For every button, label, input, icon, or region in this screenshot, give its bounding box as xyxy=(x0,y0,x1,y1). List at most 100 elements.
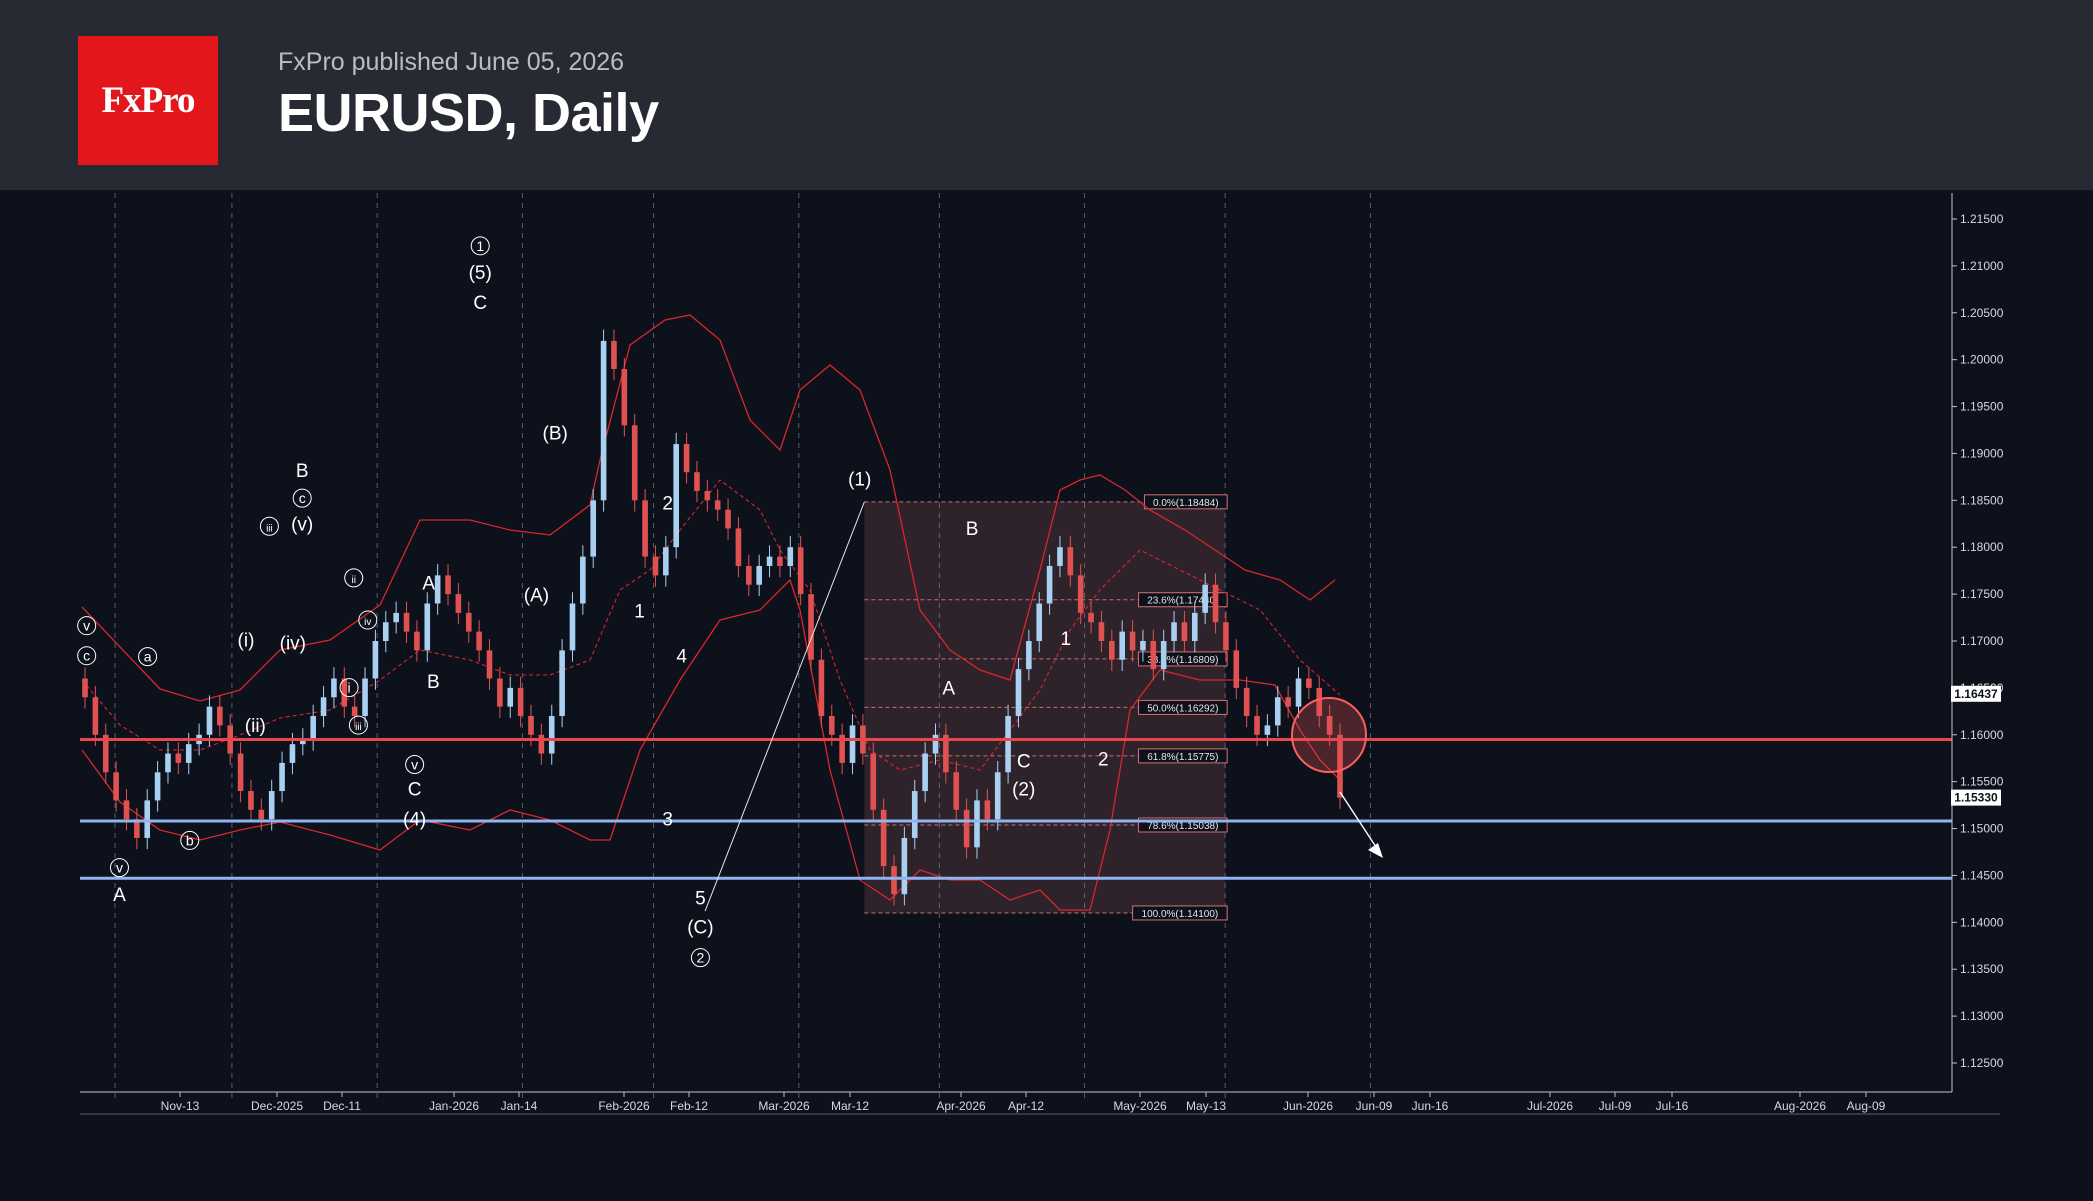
y-axis-background xyxy=(1953,193,2000,1102)
x-tick-label: Aug-2026 xyxy=(1774,1099,1826,1113)
wave-label-circle xyxy=(470,236,490,256)
candle-bear xyxy=(725,509,731,529)
wave-label-circle xyxy=(180,830,200,850)
candle-bear xyxy=(455,594,462,613)
x-tick-label: Jul-2026 xyxy=(1527,1099,1573,1113)
wave-label-circle xyxy=(77,646,97,666)
candle-bull xyxy=(994,772,1001,820)
candle-bull xyxy=(1202,584,1208,613)
candle-bull xyxy=(901,837,908,895)
candle-bull xyxy=(507,687,514,707)
candle-bear xyxy=(683,444,690,473)
x-tick-label: Jul-16 xyxy=(1656,1099,1689,1113)
candle-bull xyxy=(1057,547,1063,566)
candle-bear xyxy=(1243,687,1250,717)
candle-bear xyxy=(237,753,244,792)
candle-bull xyxy=(974,800,980,848)
wave-label-circle xyxy=(344,568,364,588)
candle-bear xyxy=(538,734,545,754)
candle-bear xyxy=(652,556,659,576)
fibonacci-level-label: 23.6%(1.17440) xyxy=(1147,596,1218,607)
x-tick-label: Jun-2026 xyxy=(1283,1099,1333,1113)
candle-bull xyxy=(434,575,441,604)
wave-label: (v) xyxy=(291,514,313,535)
y-axis-ticks: 1.21500 1.21000 1.20500 1.20000 1.19500 1.190… xyxy=(1952,212,2004,1070)
candle-bear xyxy=(1109,641,1115,660)
x-tick-label: Feb-12 xyxy=(670,1099,708,1113)
x-tick-label: Aug-09 xyxy=(1847,1099,1886,1113)
wave-label-circle xyxy=(77,616,97,636)
candle-bull xyxy=(932,734,939,754)
candle-bear xyxy=(414,631,420,651)
x-tick-label: Dec-2025 xyxy=(251,1099,303,1113)
wave-label: A xyxy=(422,573,435,594)
fibonacci-level-label: 38.2%(1.16809) xyxy=(1147,655,1218,666)
candle-bear xyxy=(818,659,825,717)
y-tick-label: 1.15000 xyxy=(1960,822,2004,836)
wave-label: (4) xyxy=(403,810,426,831)
candle-bear xyxy=(1181,622,1188,641)
price-tag-label: 1.16437 xyxy=(1954,687,1998,701)
wave-label-circle xyxy=(138,647,158,667)
candle-bull xyxy=(756,565,762,585)
candle-bull xyxy=(787,547,794,566)
candle-bear xyxy=(465,612,472,632)
candle-bull xyxy=(300,739,306,745)
candle-bull xyxy=(766,556,773,566)
candle-bear xyxy=(403,612,410,632)
candle-bull xyxy=(320,697,327,717)
candle-bull xyxy=(1015,669,1022,717)
candle-bull xyxy=(548,716,555,754)
candle-bear xyxy=(621,369,628,426)
wave-label-circle xyxy=(358,610,378,630)
fibonacci-level-label: 100.0%(1.14100) xyxy=(1142,909,1219,920)
fibonacci-level-label: 61.8%(1.15775) xyxy=(1147,752,1218,763)
candle-bear xyxy=(1337,734,1343,798)
candle-bull xyxy=(372,641,379,679)
candle-bear xyxy=(1316,687,1323,717)
candle-bear xyxy=(828,716,835,735)
x-tick-label: May-2026 xyxy=(1113,1099,1167,1113)
candle-bear xyxy=(797,547,804,595)
fxpro-logo[interactable]: FxPro xyxy=(78,36,218,165)
wave-label: (ii) xyxy=(245,716,266,737)
wave-label: (C) xyxy=(687,918,713,939)
page-title: EURUSD, Daily xyxy=(278,83,659,143)
candles xyxy=(82,329,1343,906)
candle-bear xyxy=(880,809,887,867)
candle-bull xyxy=(1295,678,1302,707)
price-tag-box xyxy=(1951,685,2001,702)
fibonacci-level-label-box xyxy=(1132,905,1228,921)
fibonacci-level-label: 50.0%(1.16292) xyxy=(1147,703,1218,714)
fibonacci-level-label-box xyxy=(1138,748,1228,764)
wave-label: ii xyxy=(352,575,356,586)
fibonacci-level-label-box xyxy=(1138,699,1228,715)
candle-bear xyxy=(248,791,254,810)
fibonacci-level-label-box xyxy=(1143,494,1228,510)
wave-label: 2 xyxy=(1098,750,1109,771)
wave-label: iii xyxy=(355,722,362,733)
wave-label: b xyxy=(186,832,194,848)
candle-bear xyxy=(808,594,814,660)
candle-bear xyxy=(134,819,140,838)
candle-bull xyxy=(279,762,285,792)
wave-label: (i) xyxy=(238,631,255,652)
candle-bear xyxy=(1088,612,1094,623)
candle-bull xyxy=(1160,641,1167,670)
x-tick-label: Mar-12 xyxy=(831,1099,869,1113)
candle-bear xyxy=(1150,641,1157,670)
candle-bear xyxy=(714,500,721,510)
y-tick-label: 1.14500 xyxy=(1960,868,2004,882)
candle-bull xyxy=(289,744,296,763)
candle-bear xyxy=(694,472,700,491)
candle-bear xyxy=(1067,547,1074,576)
candle-bull xyxy=(1264,725,1271,735)
wave-label: C xyxy=(473,293,487,314)
candle-bull xyxy=(144,800,151,838)
candle-bull xyxy=(165,753,171,773)
wave-label: (2) xyxy=(1012,780,1035,801)
y-tick-label: 1.14000 xyxy=(1960,915,2004,929)
price-chart[interactable]: 0.0%(1.18484) 23.6%(1.17440) 38.2%(1.16809… xyxy=(0,190,2093,1196)
candle-bear xyxy=(175,753,182,763)
y-tick-label: 1.13000 xyxy=(1960,1009,2004,1023)
